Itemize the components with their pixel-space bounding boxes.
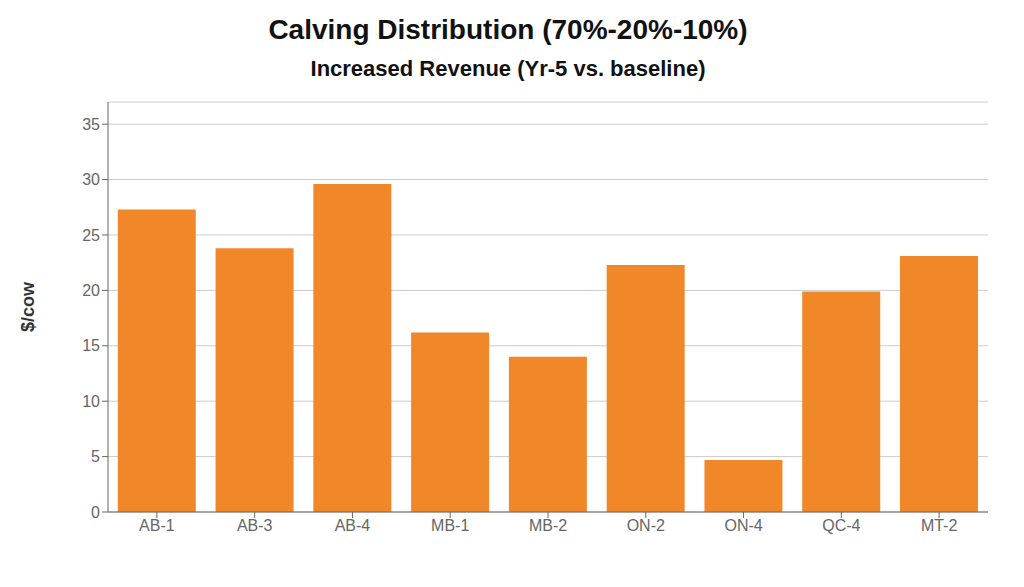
html-text:Increased Revenue (Yr-5 vs. ba: Increased Revenue (Yr-5 vs. baseline) [310, 56, 706, 81]
svg-text:ON-2: ON-2 [627, 517, 665, 534]
svg-text:35: 35 [82, 116, 100, 133]
svg-text:AB-1: AB-1 [139, 517, 175, 534]
svg-text:10: 10 [82, 393, 100, 410]
svg-text:$/cow: $/cow [18, 281, 38, 332]
html-text:Calving Distribution (70%-20%-: Calving Distribution (70%-20%-10%) [268, 14, 748, 45]
svg-text:15: 15 [82, 337, 100, 354]
svg-text:MB-2: MB-2 [529, 517, 567, 534]
svg-text:MB-1: MB-1 [431, 517, 469, 534]
svg-text:QC-4: QC-4 [822, 517, 860, 534]
svg-text:MT-2: MT-2 [921, 517, 958, 534]
svg-text:20: 20 [82, 282, 100, 299]
svg-text:25: 25 [82, 227, 100, 244]
svg-text:30: 30 [82, 171, 100, 188]
svg-text:ON-4: ON-4 [724, 517, 762, 534]
svg-text:AB-4: AB-4 [335, 517, 371, 534]
svg-text:5: 5 [91, 448, 100, 465]
svg-text:0: 0 [91, 504, 100, 521]
svg-text:AB-3: AB-3 [237, 517, 273, 534]
